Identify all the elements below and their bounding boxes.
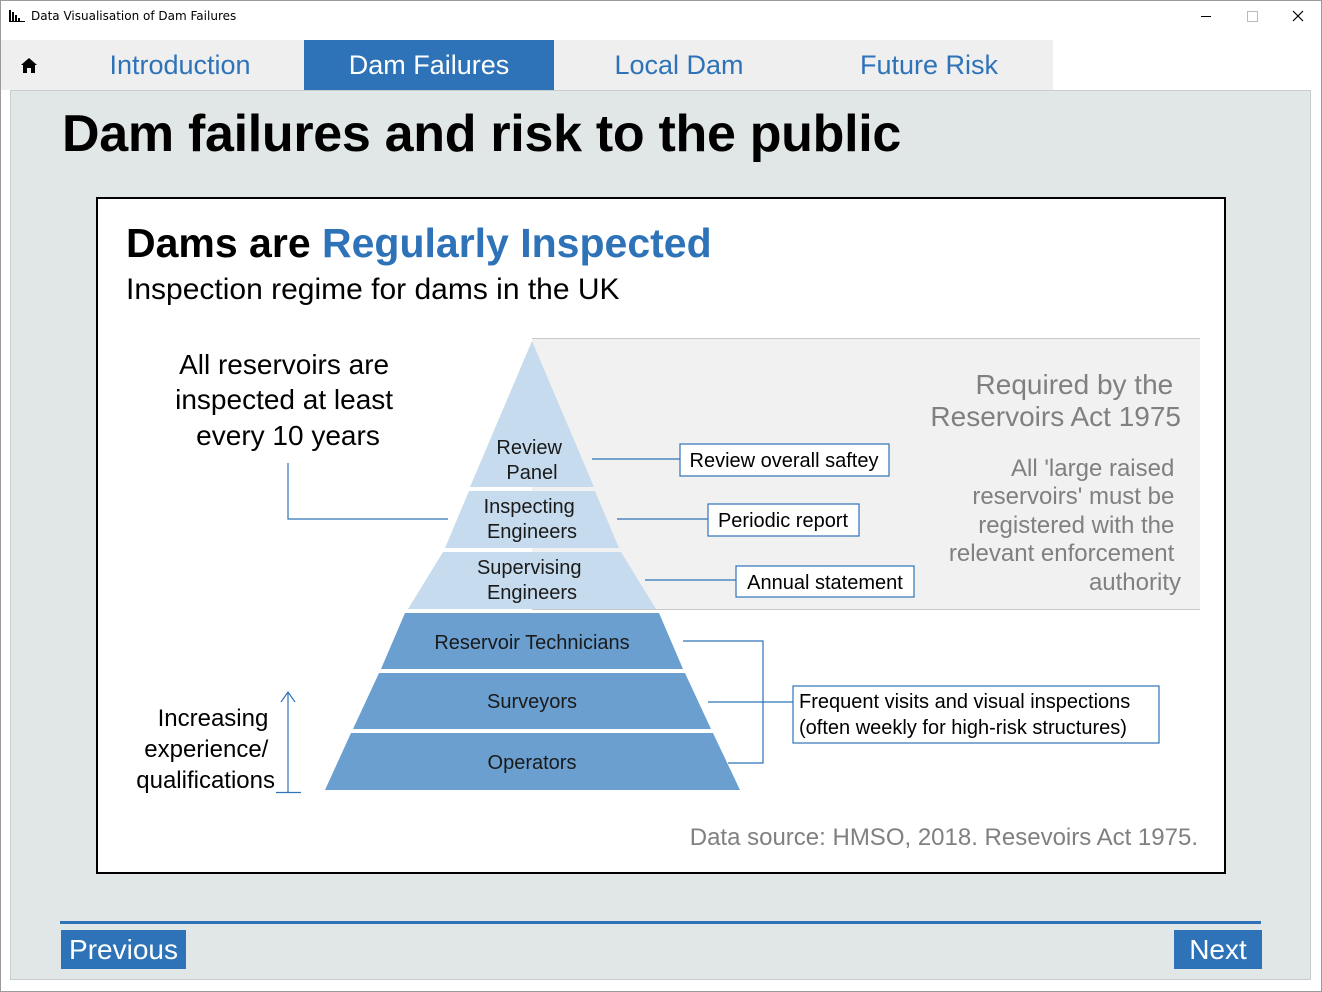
page-title: Dam failures and risk to the public <box>62 105 902 163</box>
text-line: relevant enforcement <box>949 540 1175 567</box>
text-line: Panel <box>506 462 557 484</box>
previous-button[interactable]: Previous <box>61 930 186 969</box>
text-line: Review <box>496 437 562 459</box>
pyramid-tier-review-panel <box>470 341 594 487</box>
text-line: reservoirs' must be <box>972 483 1174 510</box>
pyramid-tier-operators <box>325 733 740 790</box>
tier-label-supervising-engineers: Supervising Engineers <box>477 557 587 604</box>
text-line: All 'large raised <box>1011 455 1174 482</box>
callout-review-box <box>679 443 890 477</box>
tier-label-reservoir-technicians: Reservoir Technicians <box>434 632 629 654</box>
text-line: (often weekly for high-risk structures) <box>799 717 1127 739</box>
tab-future-risk[interactable]: Future Risk <box>804 40 1054 90</box>
text-line: Increasing <box>158 705 269 732</box>
text-line: Reservoirs Act 1975 <box>930 401 1181 432</box>
frequency-connector-line <box>287 463 448 520</box>
text-line: qualifications <box>136 767 275 794</box>
text-line: Frequent visits and visual inspections <box>799 691 1130 713</box>
callout-frequent-box <box>792 685 1160 744</box>
pyramid-tier-supervising-engineers <box>408 552 656 609</box>
inspection-frequency-note: All reservoirs are inspected at least ev… <box>175 349 401 451</box>
tier-label-operators: Operators <box>488 752 577 774</box>
experience-arrow-head <box>280 690 296 703</box>
tier-label-inspecting-engineers: Inspecting Engineers <box>484 496 581 543</box>
minimize-icon[interactable] <box>1183 2 1229 31</box>
tab-bar: Introduction Dam Failures Local Dam Futu… <box>1 40 1053 90</box>
callout-periodic-box <box>707 503 860 537</box>
reservoirs-act-title: Required by the Reservoirs Act 1975 <box>930 369 1181 432</box>
callout-frequent-visits: Frequent visits and visual inspections (… <box>799 691 1136 739</box>
text-line: Supervising <box>477 557 582 579</box>
close-icon[interactable] <box>1275 2 1321 31</box>
tab-label: Introduction <box>109 49 251 80</box>
text-line: All reservoirs are <box>179 349 389 380</box>
experience-axis-label: Increasing experience/ qualifications <box>136 705 275 794</box>
text-line: inspected at least <box>175 384 393 415</box>
heading-accent: Regularly Inspected <box>322 220 712 266</box>
tab-label: Dam Failures <box>348 49 510 80</box>
data-source-note: Data source: HMSO, 2018. Resevoirs Act 1… <box>690 824 1198 851</box>
next-button[interactable]: Next <box>1174 930 1262 969</box>
tier-label-surveyors: Surveyors <box>487 691 577 713</box>
heading-plain: Dams are <box>126 220 322 266</box>
callout-review-overall-safety: Review overall saftey <box>690 450 879 472</box>
pyramid-tier-reservoir-technicians <box>381 613 683 669</box>
text-line: Engineers <box>487 521 577 543</box>
title-bar: Data Visualisation of Dam Failures <box>1 1 1321 31</box>
footer-divider <box>60 921 1261 924</box>
pyramid-tier-surveyors <box>353 673 711 729</box>
text-line: Inspecting <box>484 496 575 518</box>
window-title: Data Visualisation of Dam Failures <box>31 9 237 23</box>
tier-label-review-panel: Review Panel <box>496 437 567 484</box>
callout-annual-statement: Annual statement <box>747 572 903 594</box>
tab-label: Local Dam <box>614 49 744 80</box>
text-line: experience/ <box>144 736 268 763</box>
chart-app-icon <box>9 10 25 22</box>
text-line: Required by the <box>976 369 1174 400</box>
tab-introduction[interactable]: Introduction <box>55 40 305 90</box>
reservoirs-act-body: All 'large raised reservoirs' must be re… <box>949 455 1181 596</box>
text-line: every 10 years <box>196 420 380 451</box>
text-line: registered with the <box>978 512 1174 539</box>
callout-annual-box <box>735 565 915 598</box>
tab-dam-failures[interactable]: Dam Failures <box>304 40 554 90</box>
inspection-pyramid-infographic: Dams are Regularly Inspected Inspection … <box>126 220 1200 851</box>
tab-label: Future Risk <box>859 49 999 80</box>
text-line: Engineers <box>487 582 577 604</box>
tab-home[interactable] <box>1 40 57 90</box>
infographic-card: Dams are Regularly Inspected Inspection … <box>96 197 1226 874</box>
infographic-subheading: Inspection regime for dams in the UK <box>126 273 620 306</box>
pyramid-tier-inspecting-engineers <box>445 491 619 548</box>
text-line: authority <box>1089 569 1181 596</box>
callout-periodic-report: Periodic report <box>718 510 849 532</box>
tab-local-dam[interactable]: Local Dam <box>554 40 804 90</box>
home-icon <box>21 57 37 73</box>
infographic-heading: Dams are Regularly Inspected <box>126 220 712 266</box>
maximize-icon[interactable] <box>1229 2 1275 31</box>
